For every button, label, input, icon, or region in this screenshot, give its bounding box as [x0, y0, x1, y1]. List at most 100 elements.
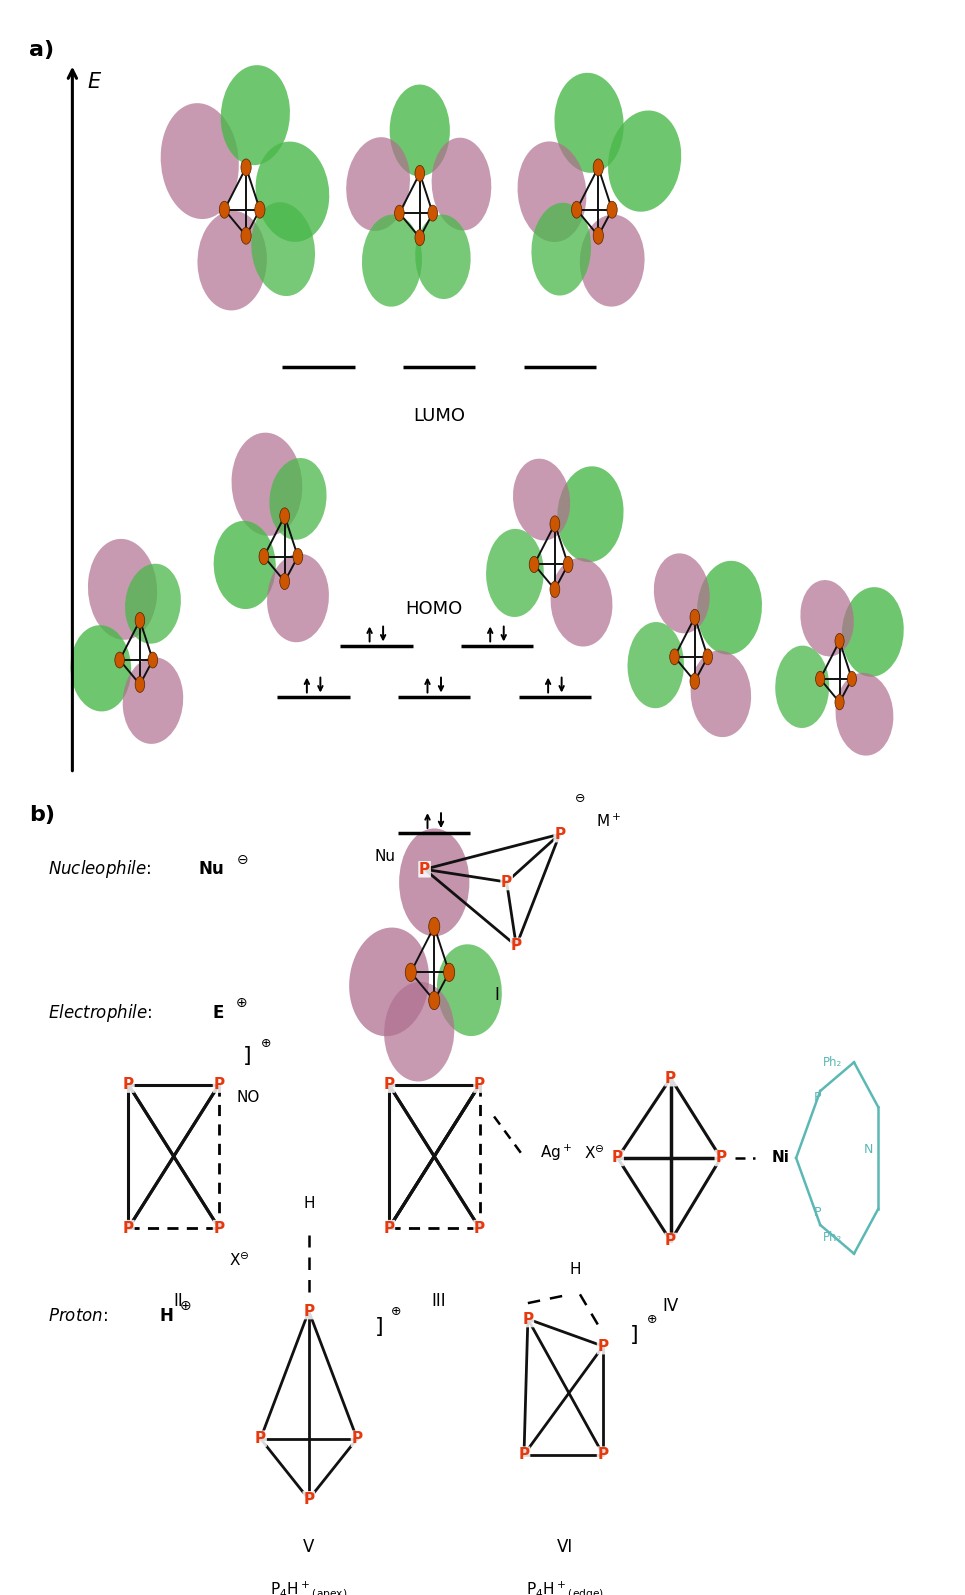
Text: IV: IV — [663, 1297, 678, 1314]
Ellipse shape — [221, 65, 290, 166]
Text: $\mathbf{E}$: $\mathbf{E}$ — [212, 1003, 225, 1022]
Text: P$_4$H$^+$$_\mathrm{(apex)}$: P$_4$H$^+$$_\mathrm{(apex)}$ — [270, 1579, 347, 1595]
Ellipse shape — [362, 215, 422, 306]
Ellipse shape — [627, 622, 684, 708]
Circle shape — [219, 201, 230, 219]
Text: P: P — [597, 1338, 609, 1354]
Circle shape — [428, 992, 440, 1010]
Text: P: P — [303, 1491, 315, 1507]
Ellipse shape — [513, 459, 570, 541]
Text: $\oplus$: $\oplus$ — [390, 1305, 401, 1317]
Text: $\ominus$: $\ominus$ — [236, 853, 249, 866]
Circle shape — [255, 201, 265, 219]
Text: ]: ] — [243, 1046, 252, 1065]
Ellipse shape — [517, 142, 587, 242]
Text: $E$: $E$ — [87, 72, 102, 93]
Ellipse shape — [557, 466, 623, 561]
Text: $\it{Electrophile}$:: $\it{Electrophile}$: — [48, 1002, 154, 1024]
Text: a): a) — [29, 40, 54, 61]
Text: P: P — [813, 1091, 821, 1104]
Text: $\mathbf{Nu}$: $\mathbf{Nu}$ — [198, 860, 224, 879]
Ellipse shape — [437, 944, 502, 1037]
Text: Nu: Nu — [374, 849, 396, 864]
Text: ]: ] — [374, 1317, 383, 1337]
Text: Ni: Ni — [772, 1150, 790, 1166]
Circle shape — [293, 549, 303, 565]
Text: P: P — [612, 1150, 623, 1166]
Text: V: V — [303, 1538, 315, 1555]
Ellipse shape — [125, 563, 180, 644]
Text: $\oplus$: $\oplus$ — [235, 997, 248, 1010]
Circle shape — [815, 671, 825, 686]
Ellipse shape — [384, 983, 455, 1081]
Text: P: P — [665, 1233, 676, 1249]
Text: P: P — [715, 1150, 727, 1166]
Circle shape — [428, 917, 440, 936]
Circle shape — [148, 652, 157, 668]
Text: P: P — [665, 1070, 676, 1086]
Text: III: III — [431, 1292, 447, 1309]
Ellipse shape — [415, 215, 471, 298]
Text: N: N — [864, 1144, 873, 1156]
Text: P: P — [474, 1077, 485, 1093]
Circle shape — [444, 963, 455, 981]
Text: II: II — [174, 1292, 183, 1309]
Text: P: P — [351, 1431, 363, 1447]
Text: M$^+$: M$^+$ — [596, 813, 621, 829]
Text: P: P — [213, 1077, 225, 1093]
Circle shape — [835, 695, 844, 710]
Ellipse shape — [349, 928, 429, 1037]
Text: P: P — [518, 1447, 530, 1463]
Circle shape — [280, 507, 290, 525]
Circle shape — [135, 612, 145, 628]
Text: $\it{Nucleophile}$:: $\it{Nucleophile}$: — [48, 858, 153, 880]
Ellipse shape — [267, 553, 329, 643]
Text: P: P — [522, 1311, 534, 1327]
Ellipse shape — [775, 646, 829, 727]
Ellipse shape — [836, 673, 894, 756]
Circle shape — [529, 557, 539, 573]
Circle shape — [427, 206, 437, 222]
Circle shape — [405, 963, 416, 981]
Text: b): b) — [29, 805, 55, 826]
Circle shape — [395, 206, 404, 222]
Ellipse shape — [123, 657, 183, 743]
Circle shape — [835, 633, 844, 649]
Ellipse shape — [213, 522, 276, 609]
Circle shape — [241, 226, 251, 244]
Text: H: H — [303, 1196, 315, 1211]
Ellipse shape — [580, 215, 645, 306]
Circle shape — [280, 573, 290, 590]
Circle shape — [593, 160, 603, 175]
Text: P: P — [303, 1303, 315, 1319]
Text: X$^{\ominus}$: X$^{\ominus}$ — [229, 1252, 249, 1268]
Circle shape — [135, 676, 145, 692]
Ellipse shape — [691, 651, 751, 737]
Text: $\oplus$: $\oplus$ — [179, 1300, 192, 1313]
Circle shape — [241, 160, 251, 175]
Ellipse shape — [555, 73, 623, 172]
Text: P: P — [474, 1220, 485, 1236]
Text: P: P — [123, 1220, 134, 1236]
Ellipse shape — [269, 458, 326, 539]
Text: P: P — [510, 938, 522, 954]
Text: P: P — [501, 874, 512, 890]
Text: X$^{\ominus}$: X$^{\ominus}$ — [584, 1145, 604, 1161]
Ellipse shape — [486, 530, 543, 617]
Text: HOMO: HOMO — [405, 600, 462, 619]
Ellipse shape — [551, 558, 613, 646]
Text: P: P — [123, 1077, 134, 1093]
Text: P: P — [383, 1220, 395, 1236]
Ellipse shape — [161, 104, 238, 219]
Circle shape — [690, 673, 700, 689]
Ellipse shape — [256, 142, 329, 242]
Text: P$_4$H$^+$$_\mathrm{(edge)}$: P$_4$H$^+$$_\mathrm{(edge)}$ — [526, 1579, 603, 1595]
Text: LUMO: LUMO — [413, 407, 465, 424]
Text: P: P — [383, 1077, 395, 1093]
Text: P: P — [597, 1447, 609, 1463]
Text: P: P — [213, 1220, 225, 1236]
Text: NO: NO — [236, 1089, 260, 1105]
Circle shape — [593, 226, 603, 244]
Ellipse shape — [532, 203, 592, 295]
Text: Ag$^+$: Ag$^+$ — [540, 1144, 572, 1163]
